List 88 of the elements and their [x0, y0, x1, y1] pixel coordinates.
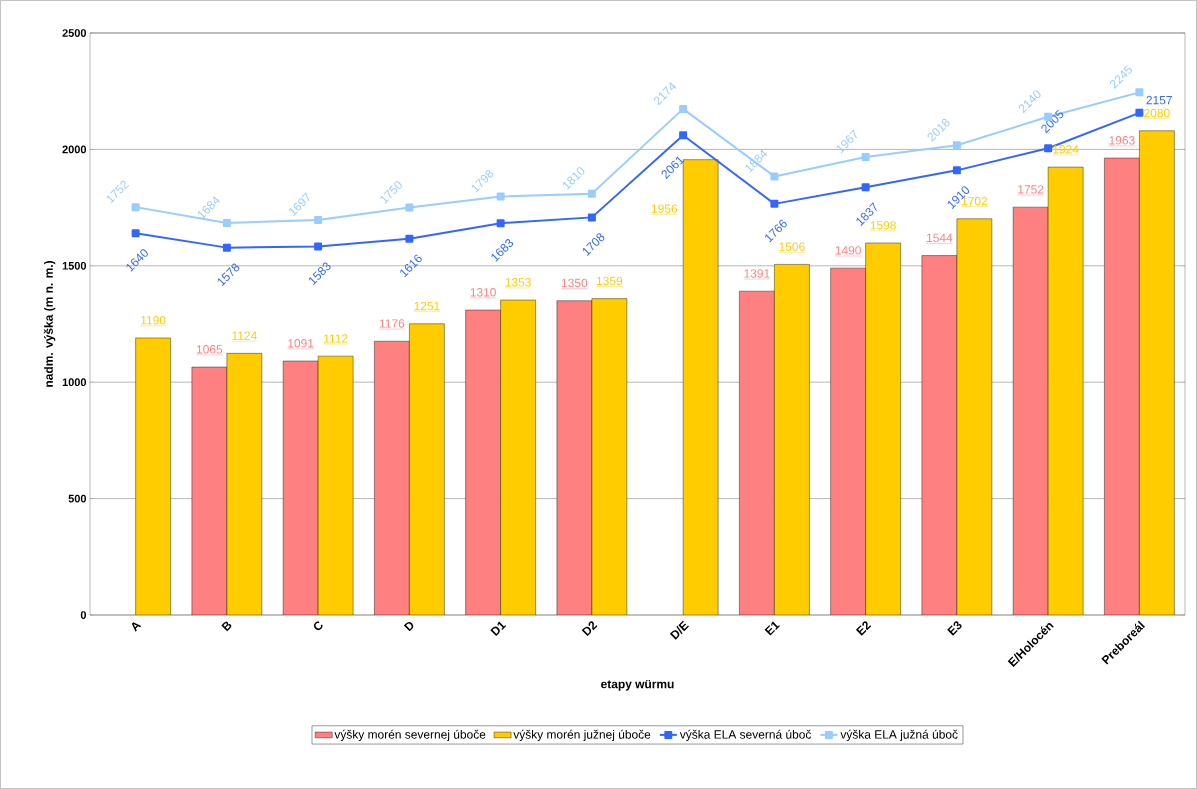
point	[496, 192, 505, 201]
data-label: 2157	[1146, 95, 1172, 105]
x-tick-label: D	[403, 621, 414, 632]
bar	[1013, 207, 1049, 615]
data-label: 1065	[196, 345, 223, 354]
data-label: 1190	[141, 315, 166, 325]
point	[314, 242, 323, 251]
bar	[774, 264, 810, 615]
data-label: 1506	[779, 242, 805, 251]
point	[1044, 144, 1053, 153]
bar	[830, 268, 866, 615]
data-label: 1391	[744, 269, 770, 278]
y-tick-label: 2500	[62, 29, 87, 37]
legend-label: výšky morén južnej úboče	[513, 729, 651, 742]
y-tick-label: 2000	[62, 145, 87, 154]
y-tick-label: 0	[80, 611, 87, 619]
data-label: 1359	[596, 276, 623, 286]
x-tick-label: D/E	[669, 620, 689, 640]
data-label: 1544	[926, 233, 953, 243]
legend-label: výška ELA južná úboč	[840, 729, 958, 742]
data-label: 1752	[1018, 185, 1044, 194]
point	[587, 189, 596, 198]
bar	[956, 218, 992, 615]
bar	[556, 300, 593, 615]
data-label: 1251	[414, 301, 440, 311]
point	[405, 203, 414, 212]
point	[952, 141, 961, 150]
bar	[465, 309, 501, 615]
data-label: 2080	[1144, 108, 1170, 118]
bar	[191, 366, 228, 615]
point	[770, 172, 779, 181]
legend-label: výšky morén severnej úboče	[334, 729, 486, 742]
x-tick-label: E3	[947, 621, 962, 636]
y-tick-label: 1000	[62, 378, 87, 387]
bar	[374, 341, 410, 615]
data-label: 1353	[505, 278, 531, 287]
data-label: 1176	[379, 319, 405, 328]
y-tick-label: 1500	[62, 261, 87, 270]
data-label: 1310	[470, 288, 496, 297]
bar	[317, 355, 354, 615]
bar	[1104, 157, 1140, 615]
bar	[226, 353, 263, 615]
data-label: 1956	[651, 204, 678, 213]
data-label: 1924	[1053, 145, 1079, 154]
data-label: 1124	[232, 331, 257, 340]
point	[679, 131, 688, 140]
point	[222, 218, 231, 227]
point	[1135, 88, 1144, 97]
bar	[865, 242, 901, 615]
point	[861, 153, 870, 162]
point	[314, 215, 323, 224]
point	[679, 104, 688, 113]
point	[861, 183, 870, 192]
x-tick-label: E1	[764, 621, 780, 636]
x-tick-label: D1	[490, 621, 507, 637]
y-axis-title: nadm. výška (m n. m.)	[43, 261, 56, 387]
bar	[739, 291, 775, 615]
bar	[1139, 130, 1175, 615]
data-label: 1963	[1109, 136, 1135, 145]
bar	[500, 299, 536, 615]
point	[222, 243, 231, 252]
point	[770, 199, 779, 208]
bar	[1048, 167, 1084, 615]
y-tick-label: 500	[68, 494, 87, 503]
bar	[683, 159, 719, 615]
bar	[921, 255, 957, 615]
bar	[591, 298, 628, 615]
x-tick-label: E2	[855, 621, 872, 636]
point	[1135, 108, 1144, 117]
point	[587, 213, 596, 222]
bar	[409, 323, 445, 615]
x-tick-label: C	[313, 621, 323, 631]
legend-label: výška ELA severná úboč	[679, 729, 812, 742]
x-axis-title: etapy würmu	[601, 679, 674, 691]
point	[131, 203, 140, 212]
x-tick-label: B	[221, 621, 232, 632]
point	[405, 234, 414, 243]
data-label: 1490	[835, 246, 861, 255]
point	[952, 166, 961, 175]
bar	[135, 337, 171, 615]
data-label: 1350	[561, 278, 588, 288]
x-tick-label: D2	[581, 621, 598, 637]
data-label: 1112	[324, 334, 348, 343]
point	[496, 219, 505, 228]
bar	[282, 360, 319, 615]
x-tick-label: A	[131, 622, 142, 632]
data-label: 1091	[288, 339, 314, 348]
point	[131, 229, 140, 238]
